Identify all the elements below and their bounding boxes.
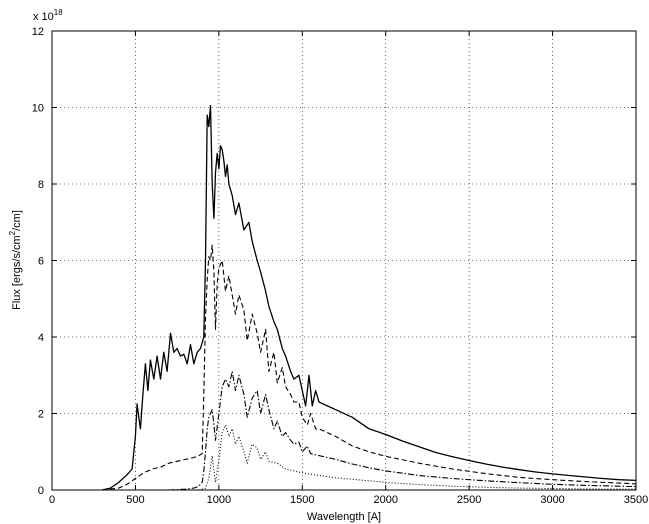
series-line-dashed bbox=[102, 244, 637, 491]
x-tick-label: 3500 bbox=[624, 494, 648, 506]
x-tick-label: 2500 bbox=[457, 494, 481, 506]
x-tick-label: 2000 bbox=[373, 494, 397, 506]
y-tick-label: 2 bbox=[38, 409, 44, 421]
y-tick-label: 12 bbox=[32, 26, 44, 38]
x-tick-label: 3000 bbox=[540, 494, 564, 506]
x-axis-title: Wavelength [A] bbox=[307, 511, 381, 523]
series-line-dotted bbox=[198, 424, 637, 491]
y-tick-label: 10 bbox=[32, 103, 44, 115]
x-tick-label: 1500 bbox=[290, 494, 314, 506]
series-layer bbox=[101, 104, 637, 491]
y-tick-label: 0 bbox=[38, 485, 44, 497]
y-tick-label: 4 bbox=[38, 332, 44, 344]
tick-layer bbox=[51, 30, 637, 491]
x-tick-label: 500 bbox=[126, 494, 144, 506]
series-line-dashdot bbox=[168, 370, 637, 491]
y-exponent-power: 18 bbox=[54, 8, 63, 17]
y-exponent-label: x 1018 bbox=[33, 8, 63, 23]
x-tick-label: 1000 bbox=[207, 494, 231, 506]
series-line-solid bbox=[101, 104, 637, 491]
x-tick-label: 0 bbox=[49, 494, 55, 506]
y-axis-title-sup: 2 bbox=[8, 230, 17, 235]
y-exponent-base: x 10 bbox=[33, 11, 54, 23]
label-layer: 0 500 1000 1500 2000 2500 3000 3500 0 2 4 6 8 10 12 bbox=[32, 26, 648, 506]
y-axis-title-tail: /cm] bbox=[11, 210, 23, 231]
y-axis-title-main: Flux [ergs/s/cm bbox=[11, 235, 23, 310]
y-tick-label: 8 bbox=[38, 179, 44, 191]
y-tick-label: 6 bbox=[38, 256, 44, 268]
y-axis-title: Flux [ergs/s/cm2/cm] bbox=[8, 210, 23, 310]
